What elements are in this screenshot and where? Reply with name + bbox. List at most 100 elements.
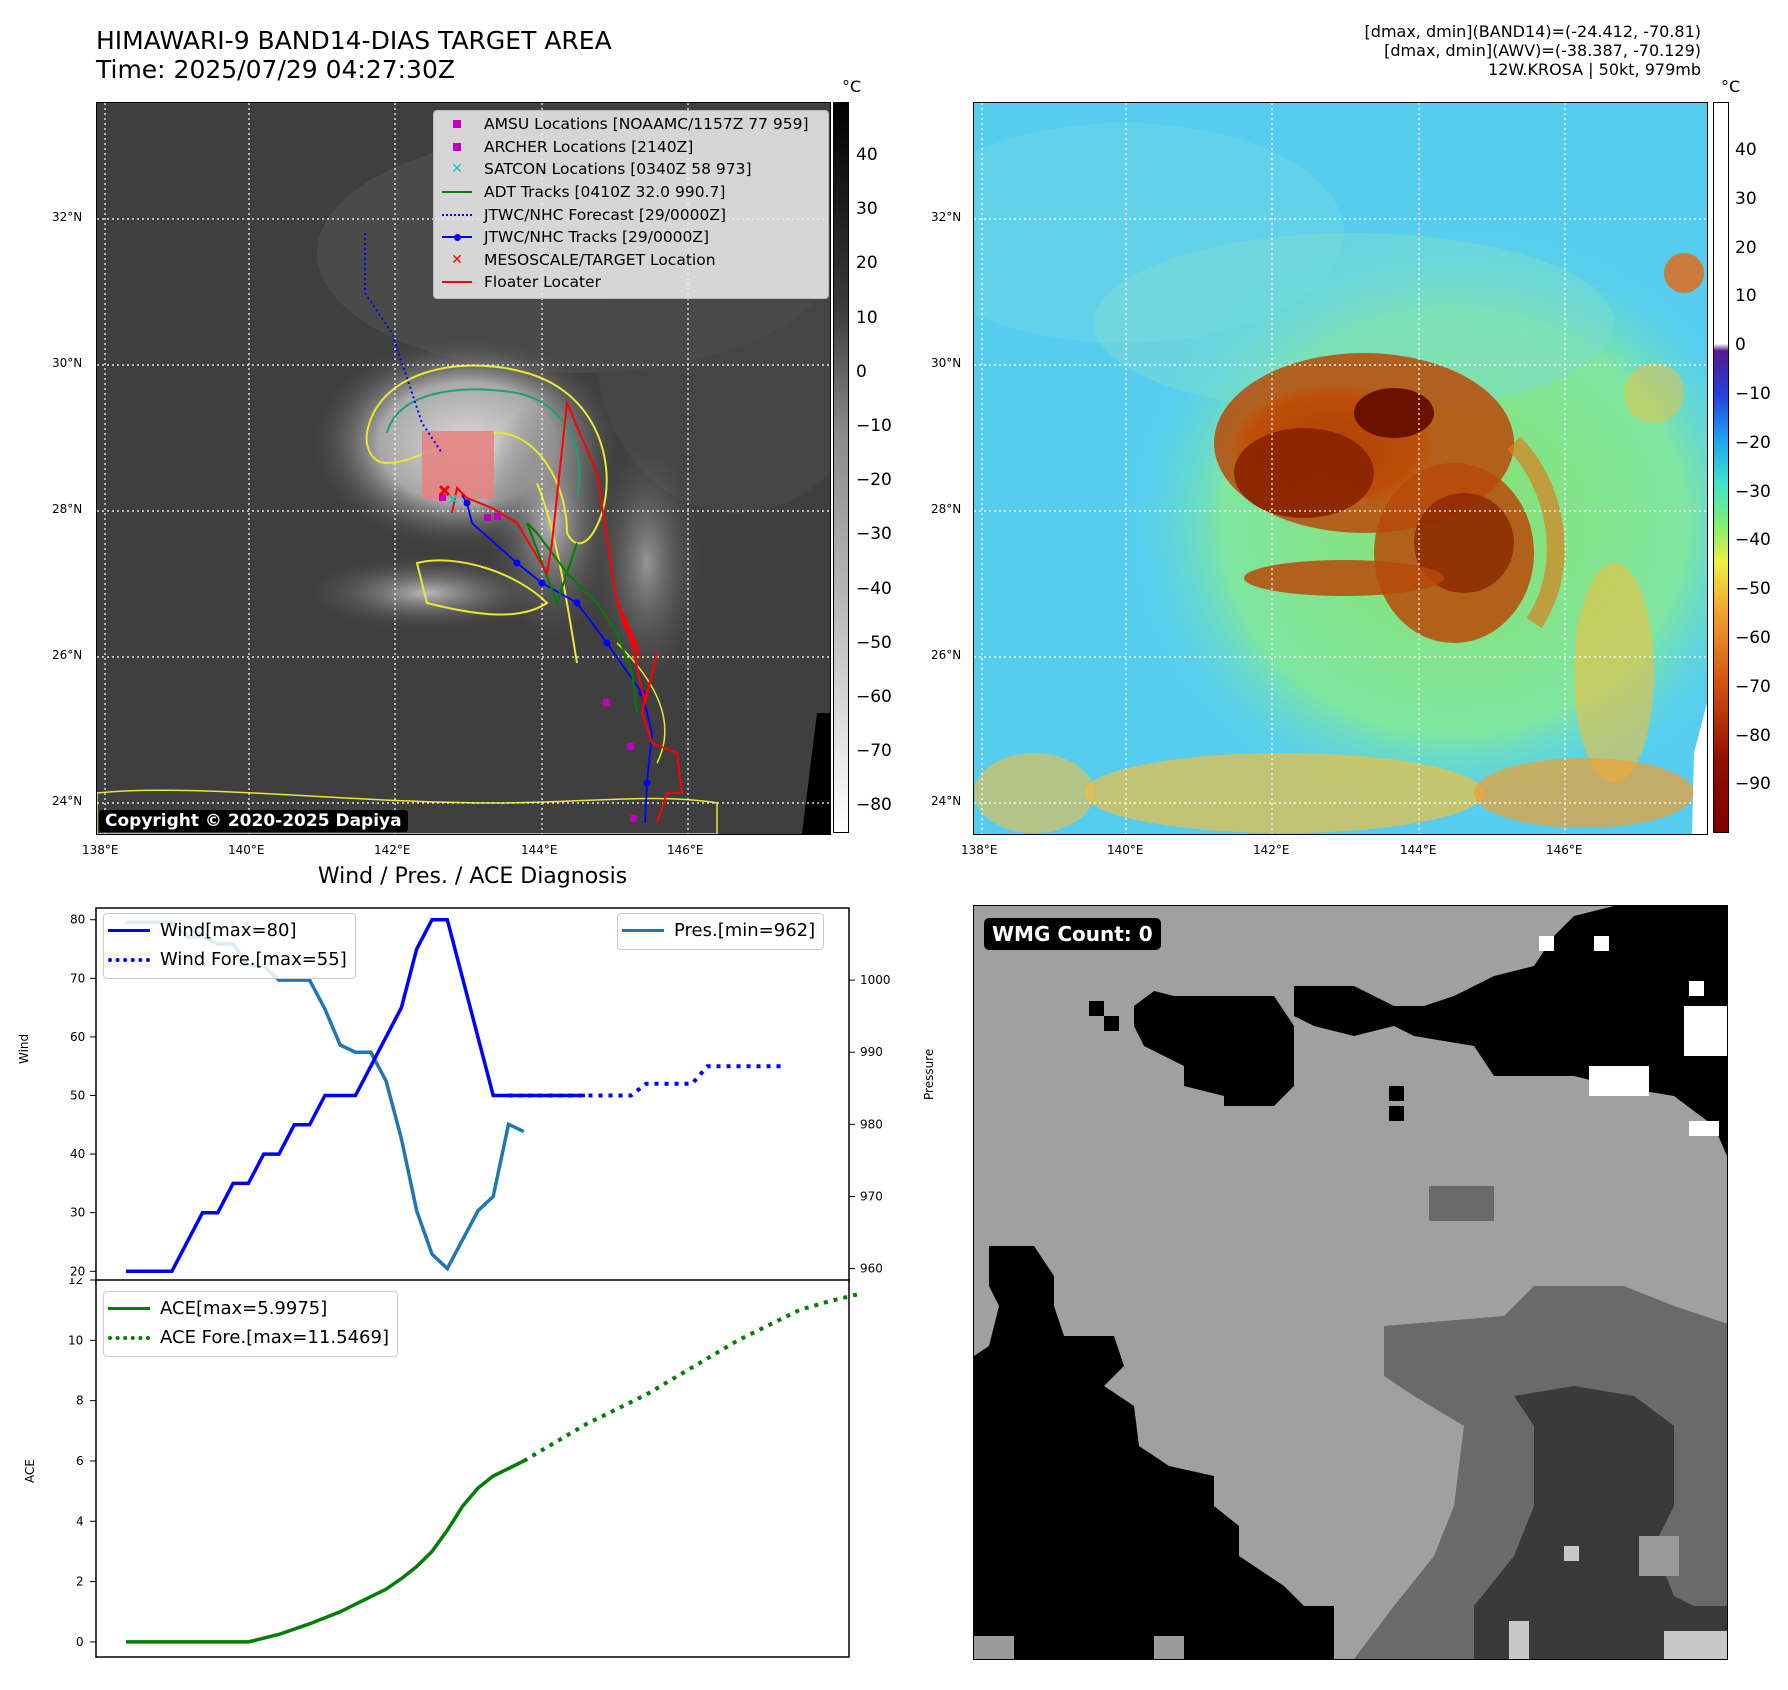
diagnosis-title: Wind / Pres. / ACE Diagnosis xyxy=(317,864,628,889)
wv-lon-label: 146°E xyxy=(1546,843,1583,857)
legend-label: JTWC/NHC Forecast [29/0000Z] xyxy=(484,205,727,224)
legend-label: MESOSCALE/TARGET Location xyxy=(484,250,716,269)
wv-lat-label: 26°N xyxy=(931,648,962,662)
legend-label: Floater Locater xyxy=(484,273,601,292)
ace-tick-label: 4 xyxy=(76,1514,84,1528)
legend-item-ace-forecast: ACE Fore.[max=11.5469] xyxy=(108,1323,389,1352)
wv-colorbar-tick: −40 xyxy=(1735,530,1771,551)
legend-label: Pres.[min=962] xyxy=(674,920,816,941)
ir-colorbar xyxy=(833,102,849,833)
legend-label: JTWC/NHC Tracks [29/0000Z] xyxy=(484,228,710,247)
wv-colorbar-tick: 30 xyxy=(1735,188,1757,209)
wind-tick-label: 80 xyxy=(70,913,85,927)
dotted-line-icon xyxy=(438,213,476,216)
pressure-tick-label: 990 xyxy=(860,1045,883,1059)
solid-line-icon xyxy=(108,929,150,932)
jtwc-forecast-track xyxy=(364,233,443,454)
wv-colorbar-tick: −70 xyxy=(1735,676,1771,697)
ace-lines xyxy=(126,1291,860,1644)
legend-item-satcon: ✕ SATCON Locations [0340Z 58 973] xyxy=(438,158,828,181)
ir-lon-label: 146°E xyxy=(667,843,704,857)
legend-label: Wind Fore.[max=55] xyxy=(160,949,347,970)
pressure-tick-label: 970 xyxy=(860,1189,883,1203)
legend-item-amsu: AMSU Locations [NOAAMC/1157Z 77 959] xyxy=(438,113,828,136)
wv-lon-label: 138°E xyxy=(961,843,998,857)
ir-lon-label: 142°E xyxy=(374,843,411,857)
ir-colorbar-tick: −30 xyxy=(856,524,892,545)
legend-item-ace: ACE[max=5.9975] xyxy=(108,1294,389,1323)
ace-tick-label: 10 xyxy=(68,1333,83,1347)
pressure-tick-label: 980 xyxy=(860,1117,883,1131)
wind-tick-label: 40 xyxy=(70,1147,85,1161)
ir-lat-label: 32°N xyxy=(52,210,83,224)
legend-item-wind-forecast: Wind Fore.[max=55] xyxy=(108,945,347,974)
dotted-line-icon xyxy=(108,957,150,962)
ir-lat-label: 26°N xyxy=(52,648,83,662)
wv-lat-label: 32°N xyxy=(931,210,962,224)
legend-item-adt: ADT Tracks [0410Z 32.0 990.7] xyxy=(438,181,828,204)
ir-colorbar-tick: 0 xyxy=(856,361,867,382)
wv-colorbar-unit: °C xyxy=(1721,77,1741,96)
wv-colorbar-tick: −80 xyxy=(1735,725,1771,746)
wv-lon-label: 140°E xyxy=(1107,843,1144,857)
pressure-legend: Pres.[min=962] xyxy=(617,913,825,950)
legend-label: ACE[max=5.9975] xyxy=(160,1298,328,1319)
square-marker-icon xyxy=(438,142,476,151)
ir-map-panel: AMSU Locations [NOAAMC/1157Z 77 959] ARC… xyxy=(96,102,831,835)
ir-colorbar-tick: −10 xyxy=(856,416,892,436)
pressure-tick-label: 960 xyxy=(860,1262,883,1276)
amsu-archer-markers xyxy=(439,494,637,822)
wv-lat-label: 30°N xyxy=(931,356,962,370)
wv-lon-label: 144°E xyxy=(1400,843,1437,857)
floater-track xyxy=(451,399,684,824)
ir-colorbar-tick: 10 xyxy=(856,307,878,328)
ace-tick-label: 12 xyxy=(68,1278,83,1287)
ir-lat-label: 30°N xyxy=(52,356,83,370)
title-line-2: Time: 2025/07/29 04:27:30Z xyxy=(96,55,455,84)
x-marker-icon: ✕ xyxy=(451,161,463,178)
info-line-3: 12W.KROSA | 50kt, 979mb xyxy=(1488,60,1701,79)
ir-colorbar-tick: −60 xyxy=(856,687,892,707)
legend-item-jtwc-tracks: JTWC/NHC Tracks [29/0000Z] xyxy=(438,226,828,249)
legend-item-wind: Wind[max=80] xyxy=(108,916,347,945)
legend-item-archer: ARCHER Locations [2140Z] xyxy=(438,136,828,159)
ir-lat-label: 28°N xyxy=(52,502,83,516)
wv-map-image xyxy=(974,103,1707,834)
ir-colorbar-tick: −40 xyxy=(856,578,892,599)
ace-tick-label: 2 xyxy=(76,1575,84,1589)
wv-colorbar-tick: −20 xyxy=(1735,432,1771,453)
pressure-axis-label: Pressure xyxy=(922,1048,936,1100)
wv-gridlines xyxy=(974,103,1707,834)
legend-label: ADT Tracks [0410Z 32.0 990.7] xyxy=(484,183,726,202)
legend-label: SATCON Locations [0340Z 58 973] xyxy=(484,160,752,179)
wv-colorbar-tick: −90 xyxy=(1735,774,1771,795)
title-line-1: HIMAWARI-9 BAND14-DIAS TARGET AREA xyxy=(96,26,612,55)
ir-colorbar-tick: 20 xyxy=(856,253,878,274)
ace-legend: ACE[max=5.9975] ACE Fore.[max=11.5469] xyxy=(103,1291,398,1357)
wind-tick-label: 70 xyxy=(70,971,85,985)
legend-label: ACE Fore.[max=11.5469] xyxy=(160,1327,389,1348)
ir-lat-label: 24°N xyxy=(52,794,83,808)
line-dot-icon xyxy=(438,233,476,241)
ir-colorbar-tick: −50 xyxy=(856,632,892,653)
wind-tick-label: 30 xyxy=(70,1206,85,1220)
ir-colorbar-unit: °C xyxy=(842,77,862,96)
ir-map-legend: AMSU Locations [NOAAMC/1157Z 77 959] ARC… xyxy=(433,110,829,299)
wv-lat-label: 24°N xyxy=(931,794,962,808)
wmg-panel: WMG Count: 0 xyxy=(973,905,1728,1660)
ir-lon-label: 140°E xyxy=(228,843,265,857)
ace-tick-label: 0 xyxy=(76,1635,84,1649)
ir-lon-label: 138°E xyxy=(82,843,119,857)
pressure-tick-label: 1000 xyxy=(860,973,891,987)
wv-colorbar-tick: 20 xyxy=(1735,237,1757,258)
wind-tick-label: 20 xyxy=(70,1264,85,1278)
wv-lon-label: 142°E xyxy=(1253,843,1290,857)
wv-colorbar-tick: −60 xyxy=(1735,628,1771,648)
legend-item-pressure: Pres.[min=962] xyxy=(622,916,815,945)
adt-track xyxy=(526,522,638,714)
forecast-series-line xyxy=(522,1291,860,1463)
wv-colorbar-tick: 10 xyxy=(1735,286,1757,307)
dotted-line-icon xyxy=(108,1335,150,1340)
satcon-marker xyxy=(448,494,458,504)
copyright-badge: Copyright © 2020-2025 Dapiya xyxy=(99,810,408,832)
